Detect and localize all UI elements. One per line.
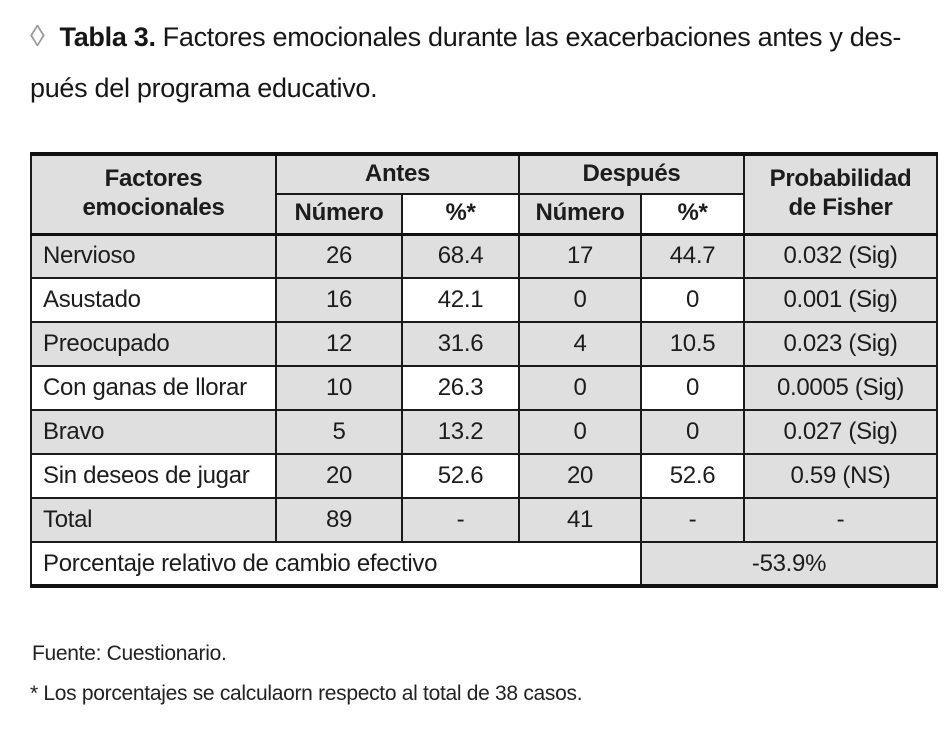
antes-pct-cell: - (401, 497, 520, 543)
despues-numero-cell: 0 (518, 365, 642, 411)
antes-numero-cell: 26 (275, 233, 403, 279)
despues-pct-cell: 0 (639, 409, 746, 455)
summary-value-cell: -53.9% (639, 541, 939, 587)
header-factores-line1: Factores (104, 165, 203, 193)
antes-numero-cell: 5 (275, 409, 403, 455)
factor-label-cell: Asustado (30, 277, 277, 323)
antes-numero-cell: 20 (275, 453, 403, 499)
header-pct-antes: %* (401, 193, 520, 236)
despues-pct-cell: 52.6 (639, 453, 746, 499)
antes-pct-cell: 68.4 (401, 233, 520, 279)
factor-label-cell: Nervioso (30, 233, 277, 279)
header-fisher: Probabilidad de Fisher (743, 153, 939, 236)
header-factores-line2: emocionales (82, 194, 225, 222)
caption-text-line2: pués del programa educativo. (30, 73, 378, 103)
factor-label-cell: Sin deseos de jugar (30, 453, 277, 499)
despues-numero-cell: 0 (518, 277, 642, 323)
factor-label-cell: Bravo (30, 409, 277, 455)
fisher-cell: 0.001 (Sig) (743, 277, 939, 323)
data-table: Factores emocionales Antes Después Proba… (30, 152, 939, 588)
table-row-con-ganas-de-llorar: Con ganas de llorar 10 26.3 0 0 0.0005 (… (30, 365, 939, 411)
fisher-cell: 0.0005 (Sig) (743, 365, 939, 411)
antes-numero-cell: 89 (275, 497, 403, 543)
fisher-cell: 0.027 (Sig) (743, 409, 939, 455)
antes-pct-cell: 52.6 (401, 453, 520, 499)
header-fisher-line1: Probabilidad (769, 165, 912, 193)
despues-numero-cell: 20 (518, 453, 642, 499)
despues-pct-cell: 0 (639, 277, 746, 323)
header-factores: Factores emocionales (30, 153, 277, 236)
header-antes: Antes (275, 153, 520, 195)
header-despues: Después (517, 153, 746, 195)
table-row-bravo: Bravo 5 13.2 0 0 0.027 (Sig) (30, 409, 939, 455)
despues-pct-cell: 44.7 (639, 233, 746, 279)
table-row-nervioso: Nervioso 26 68.4 17 44.7 0.032 (Sig) (30, 233, 939, 279)
header-pct-despues: %* (639, 193, 746, 236)
table-row-sin-deseos-de-jugar: Sin deseos de jugar 20 52.6 20 52.6 0.59… (30, 453, 939, 499)
caption-text-line1: Factores emocionales durante las exacerb… (162, 22, 902, 52)
antes-pct-cell: 42.1 (401, 277, 520, 323)
fisher-cell: - (743, 497, 939, 543)
antes-pct-cell: 26.3 (401, 365, 520, 411)
fisher-cell: 0.032 (Sig) (743, 233, 939, 279)
header-sub-row: Número %* Número %* (31, 193, 937, 236)
caption-label: Tabla 3. (59, 22, 156, 52)
table-row-total: Total 89 - 41 - - (30, 497, 939, 543)
despues-pct-cell: 10.5 (639, 321, 746, 367)
antes-numero-cell: 10 (275, 365, 403, 411)
header-group-row: Factores emocionales Antes Después Proba… (30, 153, 939, 236)
header-numero-antes: Número (275, 193, 403, 236)
antes-pct-cell: 13.2 (401, 409, 520, 455)
factor-label-cell: Preocupado (30, 321, 277, 367)
table-row-asustado: Asustado 16 42.1 0 0 0.001 (Sig) (30, 277, 939, 323)
diamond-icon: ◊ (30, 20, 45, 53)
antes-pct-cell: 31.6 (401, 321, 520, 367)
asterisk-note: * Los porcentajes se calculaorn respecto… (30, 682, 583, 705)
summary-label-cell: Porcentaje relativo de cambio efectivo (30, 541, 642, 587)
despues-numero-cell: 0 (518, 409, 642, 455)
despues-numero-cell: 4 (518, 321, 642, 367)
antes-numero-cell: 16 (275, 277, 403, 323)
fisher-cell: 0.59 (NS) (743, 453, 939, 499)
factor-label-cell: Total (30, 497, 277, 543)
factor-label-cell: Con ganas de llorar (30, 365, 277, 411)
table-row-preocupado: Preocupado 12 31.6 4 10.5 0.023 (Sig) (30, 321, 939, 367)
header-numero-despues: Número (518, 193, 642, 236)
despues-pct-cell: 0 (639, 365, 746, 411)
fisher-cell: 0.023 (Sig) (743, 321, 939, 367)
table-caption: ◊ Tabla 3. Factores emocionales durante la… (30, 11, 940, 114)
header-fisher-line2: de Fisher (788, 194, 893, 222)
despues-numero-cell: 41 (518, 497, 642, 543)
antes-numero-cell: 12 (275, 321, 403, 367)
despues-pct-cell: - (639, 497, 746, 543)
source-note: Fuente: Cuestionario. (32, 642, 227, 665)
summary-row: Porcentaje relativo de cambio efectivo -… (30, 541, 939, 587)
despues-numero-cell: 17 (518, 233, 642, 279)
